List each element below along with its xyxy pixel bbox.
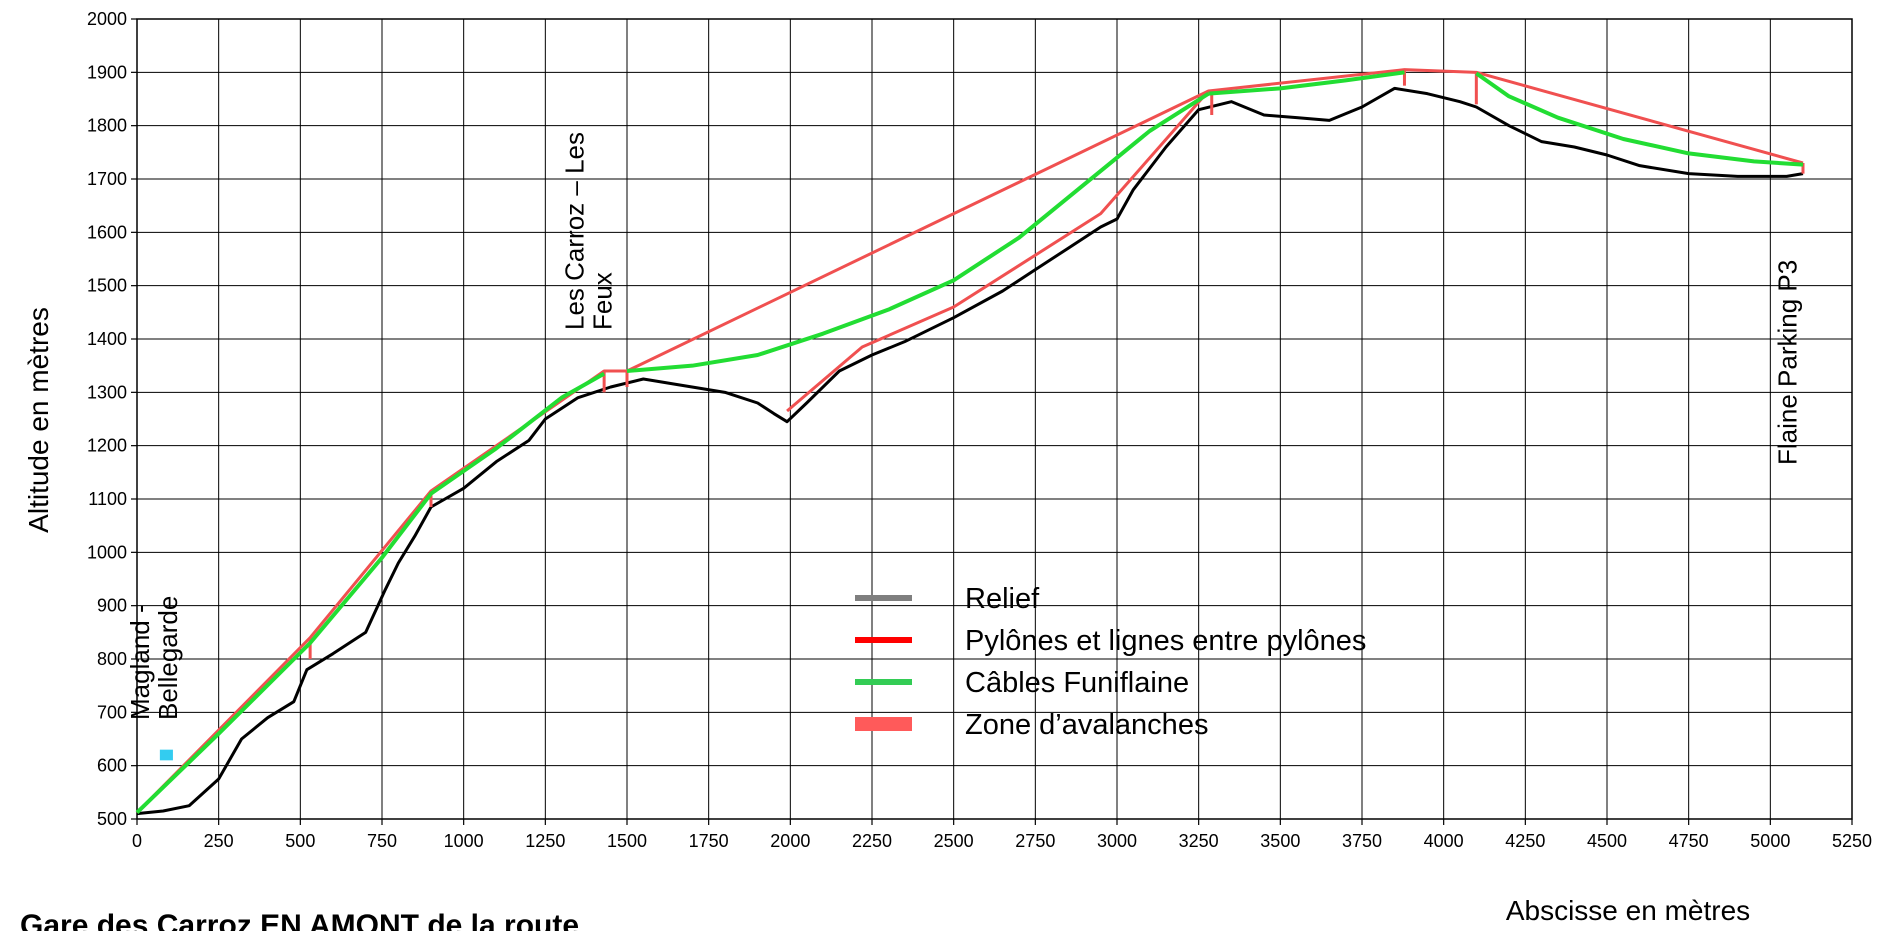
pylon-line: [135, 68, 1804, 814]
series-layer: [135, 68, 1805, 816]
cable-line: [135, 371, 606, 815]
y-tick-label: 1800: [87, 116, 127, 136]
y-axis-title: Altitude en mètres: [23, 307, 54, 533]
y-tick-label: 1500: [87, 276, 127, 296]
y-axis: 500 600 700 800 900 1000 1100 1200 1300 1400 1500 1…: [87, 9, 137, 829]
x-tick-label: 4500: [1587, 831, 1627, 851]
y-tick-label: 1000: [87, 542, 127, 562]
relief-line: [136, 86, 1804, 816]
x-tick-label: 3250: [1179, 831, 1219, 851]
y-tick-label: 900: [97, 596, 127, 616]
y-tick-label: 1300: [87, 382, 127, 402]
x-axis-title: Abscisse en mètres: [1506, 895, 1750, 926]
grid: [136, 18, 1853, 820]
x-tick-label: 1000: [444, 831, 484, 851]
x-tick-label: 4000: [1424, 831, 1464, 851]
caption: Gare des Carroz EN AMONT de la route: [20, 909, 579, 931]
y-tick-label: 1600: [87, 222, 127, 242]
x-tick-label: 1750: [689, 831, 729, 851]
station-label: Les Carroz – Les: [559, 132, 589, 330]
pylon-line: [786, 90, 1210, 413]
x-tick-label: 500: [285, 831, 315, 851]
x-tick-label: 1250: [525, 831, 565, 851]
x-tick-label: 0: [132, 831, 142, 851]
y-tick-label: 600: [97, 756, 127, 776]
x-tick-label: 250: [204, 831, 234, 851]
x-tick-label: 3500: [1260, 831, 1300, 851]
x-tick-label: 5250: [1832, 831, 1872, 851]
y-tick-label: 1100: [88, 489, 127, 509]
station-label: Flaine Parking P3: [1772, 260, 1802, 465]
x-tick-label: 2500: [934, 831, 974, 851]
y-tick-label: 800: [97, 649, 127, 669]
x-tick-label: 3000: [1097, 831, 1137, 851]
cable-line: [1208, 70, 1405, 96]
legend-label: Pylônes et lignes entre pylônes: [965, 625, 1366, 657]
cable-line: [626, 91, 1210, 373]
legend: Relief Pylônes et lignes entre pylônes Câb…: [855, 583, 1366, 741]
y-tick-label: 700: [97, 702, 127, 722]
x-tick-label: 2000: [770, 831, 810, 851]
y-tick-label: 2000: [87, 9, 127, 29]
legend-label: Relief: [965, 583, 1040, 615]
x-tick-label: 750: [367, 831, 397, 851]
x-tick-label: 4750: [1669, 831, 1709, 851]
avalanche-zone-area: [159, 749, 173, 761]
x-tick-label: 2750: [1015, 831, 1055, 851]
y-tick-label: 1400: [87, 329, 127, 349]
y-tick-label: 1200: [87, 436, 127, 456]
station-label: Magland -: [125, 604, 155, 720]
y-tick-label: 1700: [87, 169, 127, 189]
plot-frame: [136, 18, 1853, 820]
x-tick-label: 5000: [1750, 831, 1790, 851]
legend-label: Zone d’avalanches: [965, 709, 1208, 741]
x-tick-label: 4250: [1505, 831, 1545, 851]
station-label: Feux: [587, 272, 617, 330]
station-label: Bellegarde: [153, 596, 183, 720]
legend-label: Câbles Funiflaine: [965, 667, 1189, 699]
x-tick-label: 2250: [852, 831, 892, 851]
y-tick-label: 1900: [87, 62, 127, 82]
x-tick-label: 3750: [1342, 831, 1382, 851]
x-tick-label: 1500: [607, 831, 647, 851]
cable-line: [1475, 71, 1804, 167]
x-axis: 0 250 500 750 1000 1250 1500 1750 2000 2250 2500 27…: [132, 819, 1872, 851]
y-tick-label: 500: [97, 809, 127, 829]
